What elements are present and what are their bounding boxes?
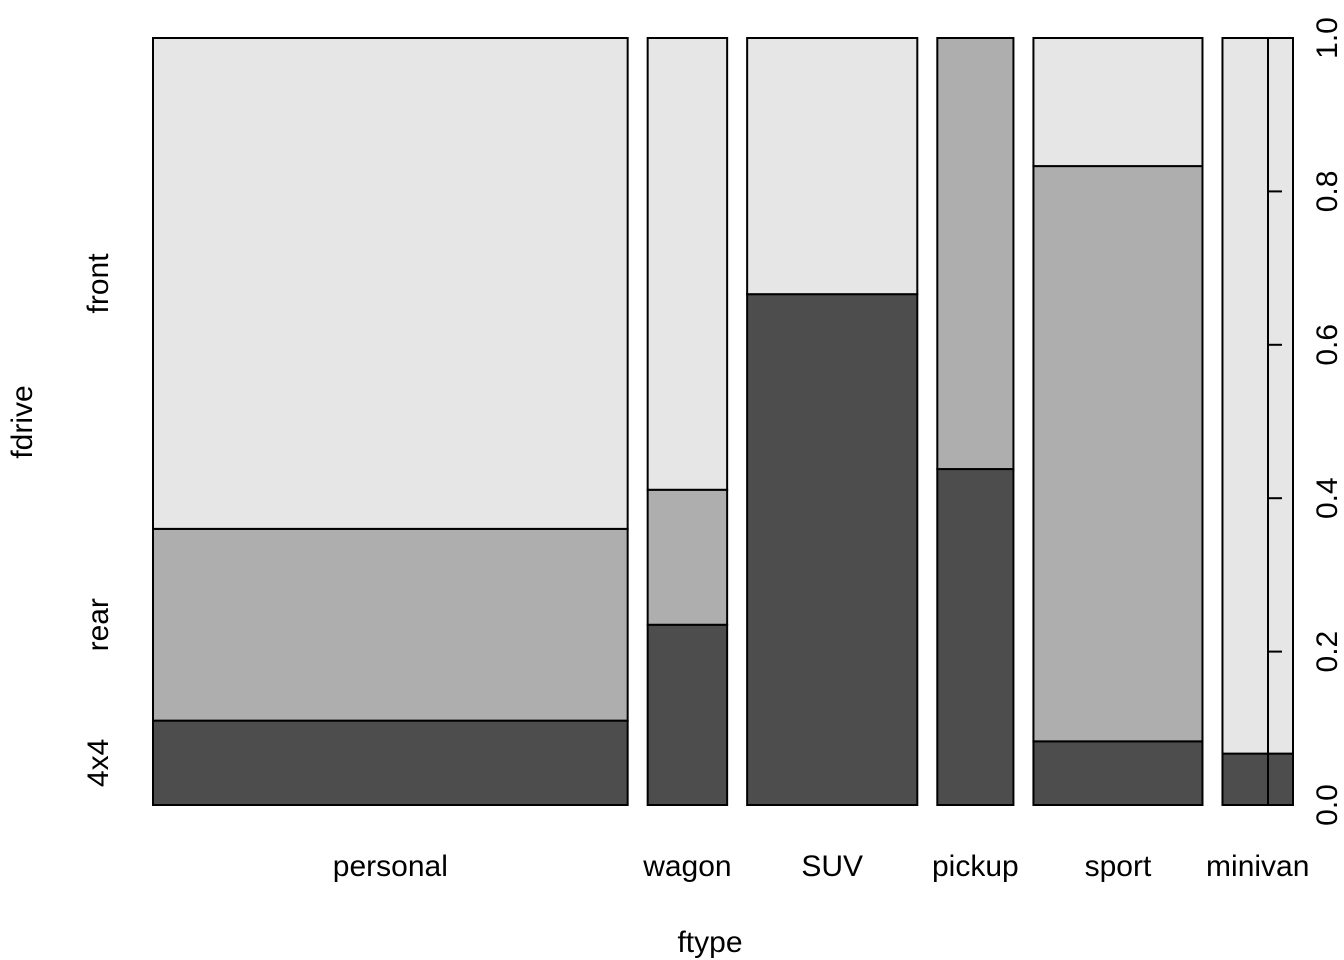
bar-segment-pickup-rear xyxy=(936,37,1015,471)
y-axis-title: fdrive xyxy=(6,385,39,458)
bar-segment-suv-4x4 xyxy=(746,293,919,806)
left-axis-label-rear: rear xyxy=(82,598,115,651)
left-y-axis-labels: 4x4 rear front xyxy=(82,253,115,787)
x-tick-label-minivan: minivan xyxy=(1206,850,1309,883)
bar-segment-sport-4x4 xyxy=(1032,740,1204,806)
bar-segment-pickup-4x4 xyxy=(936,468,1015,806)
right-axis-tick-label: 0.4 xyxy=(1311,477,1344,519)
bar-segment-wagon-rear xyxy=(646,488,729,626)
x-axis-title: ftype xyxy=(677,926,742,959)
x-axis-labels: personal wagon SUV pickup sport minivan xyxy=(333,850,1310,883)
right-axis-tick-label: 1.0 xyxy=(1311,17,1344,59)
x-tick-label-wagon: wagon xyxy=(642,850,731,883)
bars-group xyxy=(152,37,1294,807)
bar-segment-minivan-front xyxy=(1221,37,1294,755)
right-axis-tick-label: 0.6 xyxy=(1311,324,1344,366)
bar-segment-personal-front xyxy=(152,37,629,530)
right-y-axis: 0.0 0.2 0.4 0.6 0.8 1.0 xyxy=(1267,17,1344,826)
right-axis-tick-label: 0.0 xyxy=(1311,784,1344,826)
bar-segment-personal-rear xyxy=(152,527,629,722)
bar-segment-wagon-front xyxy=(646,37,729,491)
x-tick-label-suv: SUV xyxy=(801,850,863,883)
bar-segment-sport-front xyxy=(1032,37,1204,168)
left-axis-label-4x4: 4x4 xyxy=(82,739,115,787)
bar-segment-wagon-4x4 xyxy=(646,623,729,806)
bar-segment-minivan-4x4 xyxy=(1221,752,1294,807)
bar-segment-sport-rear xyxy=(1032,165,1204,743)
x-tick-label-pickup: pickup xyxy=(932,850,1019,883)
bar-segment-personal-4x4 xyxy=(152,719,629,807)
right-axis-tick-label: 0.8 xyxy=(1311,171,1344,213)
bar-segment-suv-front xyxy=(746,37,919,296)
x-tick-label-personal: personal xyxy=(333,850,448,883)
left-axis-label-front: front xyxy=(82,253,115,314)
x-tick-label-sport: sport xyxy=(1085,850,1152,883)
right-axis-tick-label: 0.2 xyxy=(1311,631,1344,673)
